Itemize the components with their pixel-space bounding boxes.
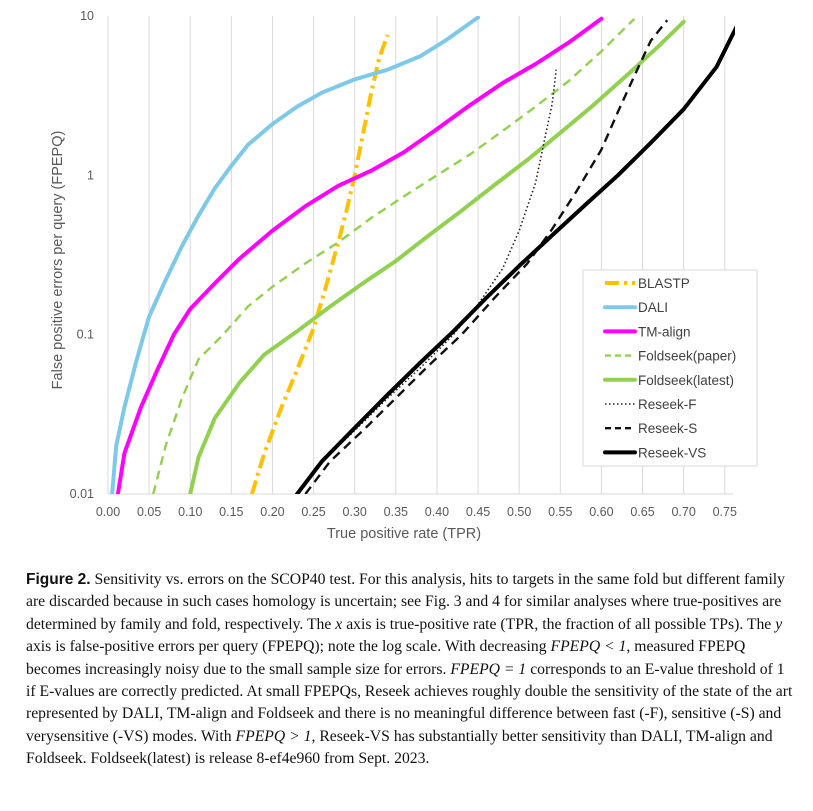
caption-text-5: corresponds to an E-value threshold of 1… [26, 660, 793, 745]
x-tick-label: 0.20 [260, 505, 284, 519]
caption-math-1: FPEPQ < 1 [550, 638, 627, 656]
caption-x-symbol: x [335, 615, 343, 633]
x-tick-label: 0.30 [343, 505, 367, 519]
x-axis-label: True positive rate (TPR) [327, 526, 481, 542]
series-line-dali [110, 16, 481, 494]
series-lines [110, 16, 735, 494]
figure-caption: Figure 2. Sensitivity vs. errors on the … [26, 569, 796, 771]
x-tick-label: 0.35 [384, 505, 408, 519]
x-tick-label: 0.55 [548, 505, 572, 519]
series-line-foldseek-latest [188, 19, 686, 494]
legend-label: Reseek-S [638, 421, 697, 436]
caption-text-4: , measured FPEPQ becomes increasingly no… [26, 638, 746, 678]
x-tick-label: 0.25 [301, 505, 325, 519]
legend-label: TM-align [638, 324, 691, 339]
caption-text-2: axis is true-positive rate (TPR, the fra… [342, 615, 776, 633]
series-line-foldseek-paper [152, 17, 636, 494]
x-tick-label: 0.00 [96, 505, 120, 519]
legend-label: Foldseek(paper) [638, 349, 736, 364]
x-tick-label: 0.65 [630, 505, 654, 519]
legend-label: Reseek-VS [638, 445, 706, 460]
x-tick-label: 0.05 [137, 505, 161, 519]
sensitivity-chart: 0.00 0.05 0.10 0.15 0.20 0.25 0.30 0.35 0.40 0.45… [50, 9, 758, 542]
legend-label: BLASTP [638, 276, 690, 291]
y-tick-label: 1 [87, 168, 94, 182]
legend-label: Reseek-F [638, 397, 697, 412]
y-axis-label: False positive errors per query (FPEPQ) [50, 131, 66, 390]
legend-label: Foldseek(latest) [638, 373, 734, 388]
caption-math-2: FPEPQ = 1 [450, 660, 527, 678]
y-tick-label: 10 [80, 9, 94, 23]
series-line-reseek-vs [295, 25, 735, 494]
legend: BLASTP DALI TM-align Foldseek(paper) Foldsee… [582, 269, 758, 467]
caption-text-1: Sensitivity vs. errors on the SCOP40 tes… [26, 571, 786, 633]
legend-label: DALI [638, 300, 668, 315]
x-tick-label: 0.50 [507, 505, 531, 519]
x-tick-labels: 0.00 0.05 0.10 0.15 0.20 0.25 0.30 0.35 0.40 0.45… [96, 505, 737, 519]
x-tick-label: 0.45 [466, 505, 490, 519]
y-tick-label: 0.1 [77, 328, 94, 342]
series-line-reseek-s [304, 19, 669, 494]
legend-box [582, 269, 758, 467]
x-tick-label: 0.40 [425, 505, 449, 519]
caption-math-3: FPEPQ > 1 [235, 727, 312, 745]
x-tick-label: 0.15 [219, 505, 243, 519]
x-tick-label: 0.60 [589, 505, 613, 519]
caption-text-3: axis is false-positive errors per query … [26, 638, 551, 656]
series-line-tm-align [115, 16, 604, 494]
y-tick-labels: 0.01 0.1 1 10 [70, 9, 94, 501]
x-tick-label: 0.70 [671, 505, 695, 519]
y-tick-label: 0.01 [70, 487, 94, 501]
series-line-reseek-f [296, 69, 557, 494]
caption-label: Figure 2. [26, 571, 91, 588]
caption-text-6: , Reseek-VS has substantially better sen… [26, 727, 773, 768]
caption-y-symbol: y [775, 615, 783, 633]
x-tick-label: 0.10 [178, 505, 202, 519]
series-line-blastp [249, 34, 390, 494]
x-tick-label: 0.75 [713, 505, 737, 519]
